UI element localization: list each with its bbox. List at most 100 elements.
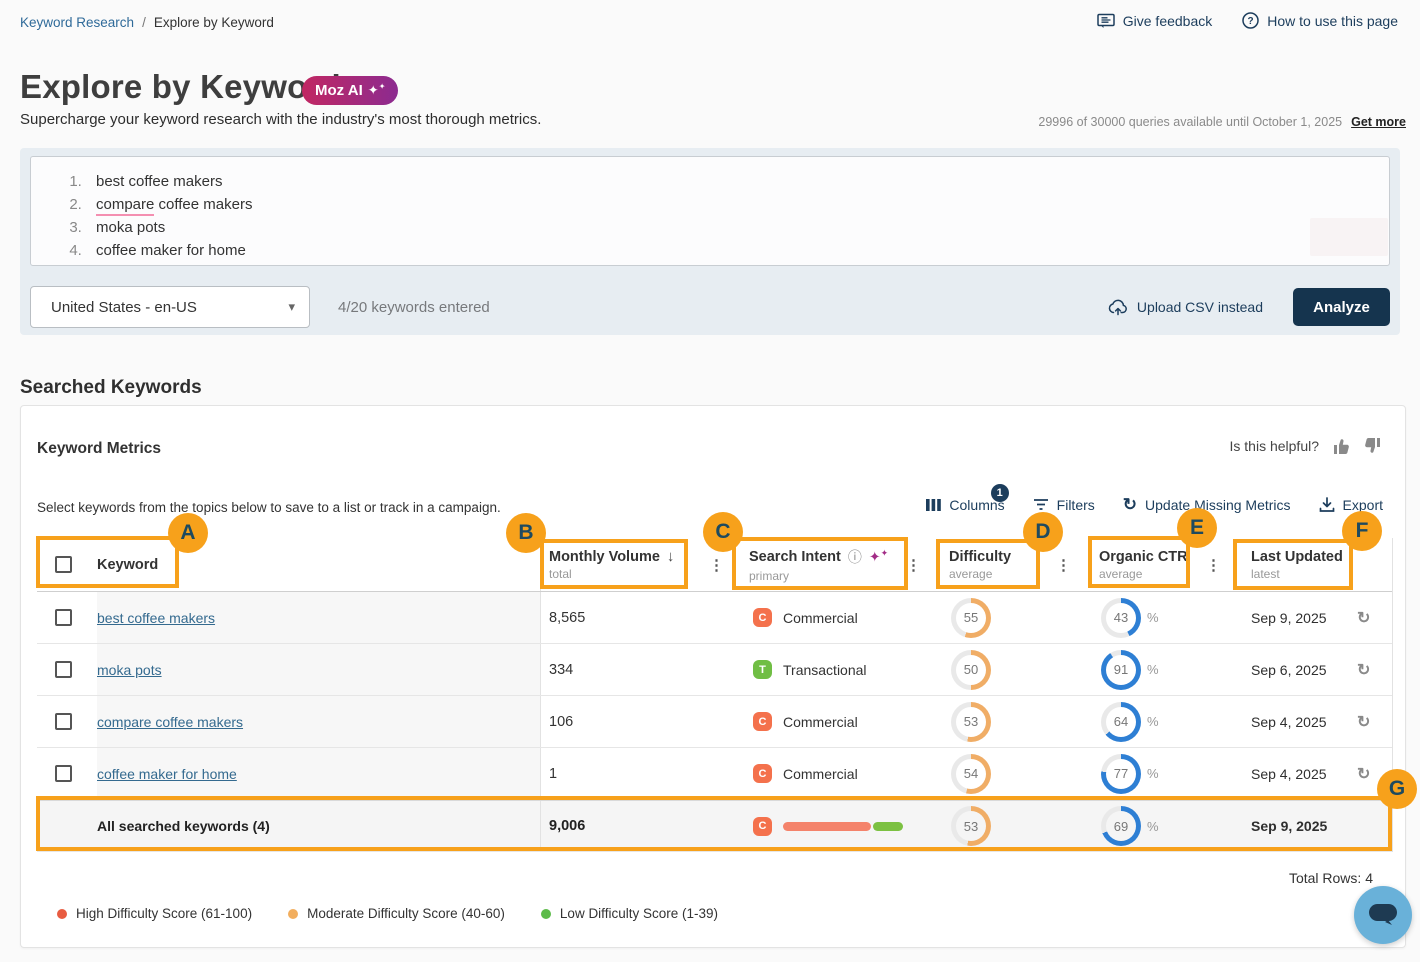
legend-dot-icon — [288, 908, 299, 919]
give-feedback-link[interactable]: Give feedback — [1097, 13, 1212, 29]
keyword-metrics-table: Keyword Monthly Volume ↓ total ⋮ Search I… — [37, 538, 1393, 852]
summary-difficulty-cell: 53 — [931, 801, 1081, 851]
column-menu-icon[interactable]: ⋮ — [906, 556, 921, 574]
row-check-cell — [37, 644, 97, 695]
header-organic-ctr[interactable]: Organic CTR average ⋮ — [1081, 538, 1231, 591]
filters-button[interactable]: Filters — [1033, 497, 1095, 513]
row-check-cell — [37, 592, 97, 643]
column-menu-icon[interactable]: ⋮ — [1206, 556, 1221, 574]
table-row: coffee maker for home 1 C Commercial 54 … — [37, 748, 1392, 800]
table-header-row: Keyword Monthly Volume ↓ total ⋮ Search I… — [37, 538, 1392, 592]
page-title: Explore by Keyword — [20, 68, 341, 105]
header-monthly-volume-label: Monthly Volume — [549, 548, 660, 565]
row-checkbox[interactable] — [55, 765, 72, 782]
row-volume-cell: 334 — [541, 644, 734, 695]
locale-select[interactable]: United States - en-US ▾ — [30, 286, 310, 328]
header-last-updated[interactable]: Last Updated latest — [1231, 538, 1393, 591]
updated-value: Sep 4, 2025 — [1251, 713, 1327, 730]
header-monthly-volume[interactable]: Monthly Volume ↓ total ⋮ — [541, 538, 734, 591]
header-difficulty-sub: average — [949, 566, 993, 581]
legend-item: High Difficulty Score (61-100) — [57, 906, 252, 921]
volume-value: 8,565 — [549, 609, 586, 626]
update-missing-metrics-label: Update Missing Metrics — [1145, 496, 1291, 513]
panel-bottom-bar: United States - en-US ▾ 4/20 keywords en… — [30, 286, 1390, 328]
export-button[interactable]: Export — [1319, 497, 1383, 513]
difficulty-donut: 53 — [951, 701, 991, 742]
row-check-cell — [37, 696, 97, 747]
svg-text:?: ? — [1248, 16, 1254, 27]
column-menu-icon[interactable]: ⋮ — [1056, 556, 1071, 574]
thumbs-down-icon[interactable] — [1363, 436, 1383, 456]
keyword-entry[interactable]: coffee maker for home — [86, 239, 1389, 262]
summary-ctr-value: 69 — [1113, 818, 1129, 834]
intent-bar-commercial — [783, 821, 871, 831]
keyword-link[interactable]: compare coffee makers — [97, 713, 244, 730]
keyword-entry[interactable]: compare coffee makers — [86, 193, 1389, 216]
chat-bubble-icon — [1368, 903, 1398, 927]
row-checkbox[interactable] — [55, 661, 72, 678]
intent-label: Commercial — [783, 713, 858, 730]
keyword-link[interactable]: coffee maker for home — [97, 765, 237, 782]
row-checkbox[interactable] — [55, 609, 72, 626]
columns-button[interactable]: Columns 1 — [926, 483, 1009, 513]
keyword-entry[interactable]: best coffee makers — [86, 170, 1389, 193]
header-last-updated-label: Last Updated — [1251, 548, 1343, 565]
refresh-icon[interactable]: ↻ — [1357, 609, 1371, 627]
how-to-use-label: How to use this page — [1267, 12, 1398, 29]
helpful-prompt: Is this helpful? — [1229, 438, 1320, 454]
chat-launcher-button[interactable] — [1354, 886, 1412, 944]
card-description: Select keywords from the topics below to… — [37, 500, 501, 515]
difficulty-legend: High Difficulty Score (61-100) Moderate D… — [57, 906, 718, 921]
filter-icon — [1033, 498, 1049, 511]
difficulty-value: 53 — [963, 714, 979, 729]
row-updated-cell: Sep 4, 2025 ↻ — [1231, 748, 1393, 799]
summary-check-cell — [37, 801, 97, 851]
feedback-icon — [1097, 13, 1115, 29]
help-icon: ? — [1242, 12, 1259, 29]
volume-value: 1 — [549, 765, 558, 782]
header-organic-ctr-sub: average — [1099, 566, 1143, 581]
header-search-intent[interactable]: Search Intent ⓘ ✦✦ primary ⋮ — [734, 538, 931, 591]
update-missing-metrics-button[interactable]: ↻ Update Missing Metrics — [1123, 496, 1291, 513]
summary-difficulty-donut: 53 — [951, 806, 991, 846]
header-difficulty[interactable]: Difficulty average ⋮ — [931, 538, 1081, 591]
analyze-button[interactable]: Analyze — [1293, 288, 1390, 326]
sort-descending-icon[interactable]: ↓ — [666, 548, 675, 565]
quota-bar: 29996 of 30000 queries available until O… — [1038, 115, 1406, 129]
intent-bar-transactional — [873, 821, 903, 831]
how-to-use-link[interactable]: ? How to use this page — [1242, 12, 1398, 29]
header-difficulty-label: Difficulty — [949, 548, 1012, 565]
get-more-link[interactable]: Get more — [1351, 115, 1406, 129]
download-icon — [1319, 496, 1335, 513]
moz-ai-badge-label: Moz AI — [315, 82, 363, 99]
refresh-icon[interactable]: ↻ — [1357, 713, 1371, 731]
breadcrumb-current: Explore by Keyword — [153, 15, 274, 30]
ctr-value: 91 — [1113, 662, 1129, 677]
percent-suffix: % — [1147, 662, 1159, 677]
upload-csv-button[interactable]: Upload CSV instead — [1108, 299, 1263, 316]
thumbs-up-icon[interactable] — [1331, 436, 1351, 456]
keyword-entry[interactable]: moka pots — [86, 216, 1389, 239]
summary-difficulty-value: 53 — [963, 818, 979, 834]
row-checkbox[interactable] — [55, 713, 72, 730]
ctr-donut: 77 — [1101, 753, 1141, 794]
table-row: best coffee makers 8,565 C Commercial 55… — [37, 592, 1392, 644]
select-all-checkbox[interactable] — [55, 556, 72, 573]
total-rows: Total Rows: 4 — [1288, 870, 1373, 886]
ctr-donut: 64 — [1101, 701, 1141, 742]
header-keyword[interactable]: Keyword — [97, 538, 541, 591]
keyword-link[interactable]: moka pots — [97, 661, 162, 678]
summary-row: All searched keywords (4) 9,006 C 53 69 — [37, 800, 1392, 852]
keyword-textarea[interactable]: best coffee makerscompare coffee makersm… — [30, 156, 1390, 266]
refresh-icon[interactable]: ↻ — [1357, 661, 1371, 679]
locale-select-value: United States - en-US — [51, 298, 197, 316]
refresh-icon[interactable]: ↻ — [1357, 765, 1371, 783]
percent-suffix: % — [1147, 610, 1159, 625]
legend-label: Moderate Difficulty Score (40-60) — [307, 906, 505, 921]
breadcrumb-link-keyword-research[interactable]: Keyword Research — [20, 15, 135, 30]
volume-value: 106 — [549, 713, 574, 730]
column-menu-icon[interactable]: ⋮ — [709, 556, 724, 574]
info-icon[interactable]: ⓘ — [847, 548, 862, 565]
keyword-link[interactable]: best coffee makers — [97, 609, 216, 626]
table-toolbar: Columns 1 Filters ↻ Update Missing Metri… — [926, 483, 1383, 513]
